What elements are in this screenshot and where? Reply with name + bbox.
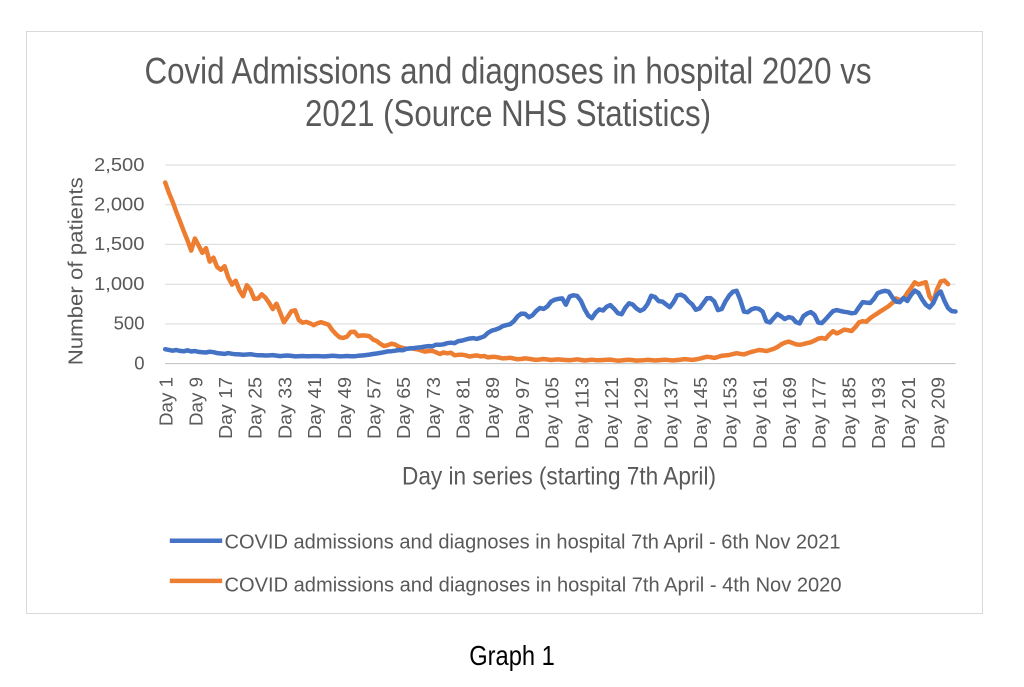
svg-text:Day 161: Day 161 — [749, 377, 770, 449]
svg-text:1,000: 1,000 — [94, 273, 145, 294]
svg-text:Day 89: Day 89 — [482, 377, 503, 439]
svg-text:Day 65: Day 65 — [393, 377, 414, 439]
svg-text:Graph 1: Graph 1 — [469, 640, 555, 671]
svg-text:Day 73: Day 73 — [423, 377, 444, 439]
svg-text:Day 49: Day 49 — [334, 377, 355, 439]
svg-text:Day 105: Day 105 — [542, 377, 563, 449]
svg-text:Day 33: Day 33 — [274, 377, 295, 439]
svg-text:Day 177: Day 177 — [809, 377, 830, 449]
svg-text:Day 153: Day 153 — [720, 377, 741, 449]
svg-text:2021 (Source NHS Statistics): 2021 (Source NHS Statistics) — [305, 93, 711, 134]
svg-text:Day 137: Day 137 — [660, 377, 681, 449]
svg-text:Day 201: Day 201 — [898, 377, 919, 449]
svg-text:500: 500 — [114, 313, 145, 334]
svg-text:Number of patients: Number of patients — [66, 177, 88, 365]
svg-text:0: 0 — [134, 352, 144, 373]
svg-text:2,500: 2,500 — [94, 154, 145, 175]
svg-text:Day 169: Day 169 — [779, 377, 800, 449]
svg-text:Day in series (starting 7th Ap: Day in series (starting 7th April) — [402, 463, 716, 491]
svg-text:Day 25: Day 25 — [245, 377, 266, 439]
svg-text:Day 41: Day 41 — [304, 377, 325, 439]
svg-text:Day 57: Day 57 — [364, 377, 385, 439]
svg-text:Day 185: Day 185 — [838, 377, 859, 449]
svg-text:1,500: 1,500 — [94, 233, 145, 254]
svg-text:Day 193: Day 193 — [868, 377, 889, 449]
svg-text:COVID admissions and diagnoses: COVID admissions and diagnoses in hospit… — [225, 531, 841, 553]
svg-text:Day 81: Day 81 — [453, 377, 474, 439]
svg-text:Day 121: Day 121 — [601, 377, 622, 449]
svg-text:Day 17: Day 17 — [215, 377, 236, 439]
svg-text:Day 209: Day 209 — [927, 377, 948, 449]
svg-text:COVID admissions and diagnoses: COVID admissions and diagnoses in hospit… — [225, 574, 842, 596]
svg-text:Covid Admissions and diagnoses: Covid Admissions and diagnoses in hospit… — [145, 51, 872, 92]
svg-text:Day 129: Day 129 — [631, 377, 652, 449]
svg-text:Day 97: Day 97 — [512, 377, 533, 439]
svg-text:Day 113: Day 113 — [571, 377, 592, 449]
svg-text:Day 145: Day 145 — [690, 377, 711, 449]
svg-text:Day 9: Day 9 — [185, 377, 206, 426]
svg-text:2,000: 2,000 — [94, 194, 145, 215]
svg-text:Day 1: Day 1 — [156, 377, 177, 426]
